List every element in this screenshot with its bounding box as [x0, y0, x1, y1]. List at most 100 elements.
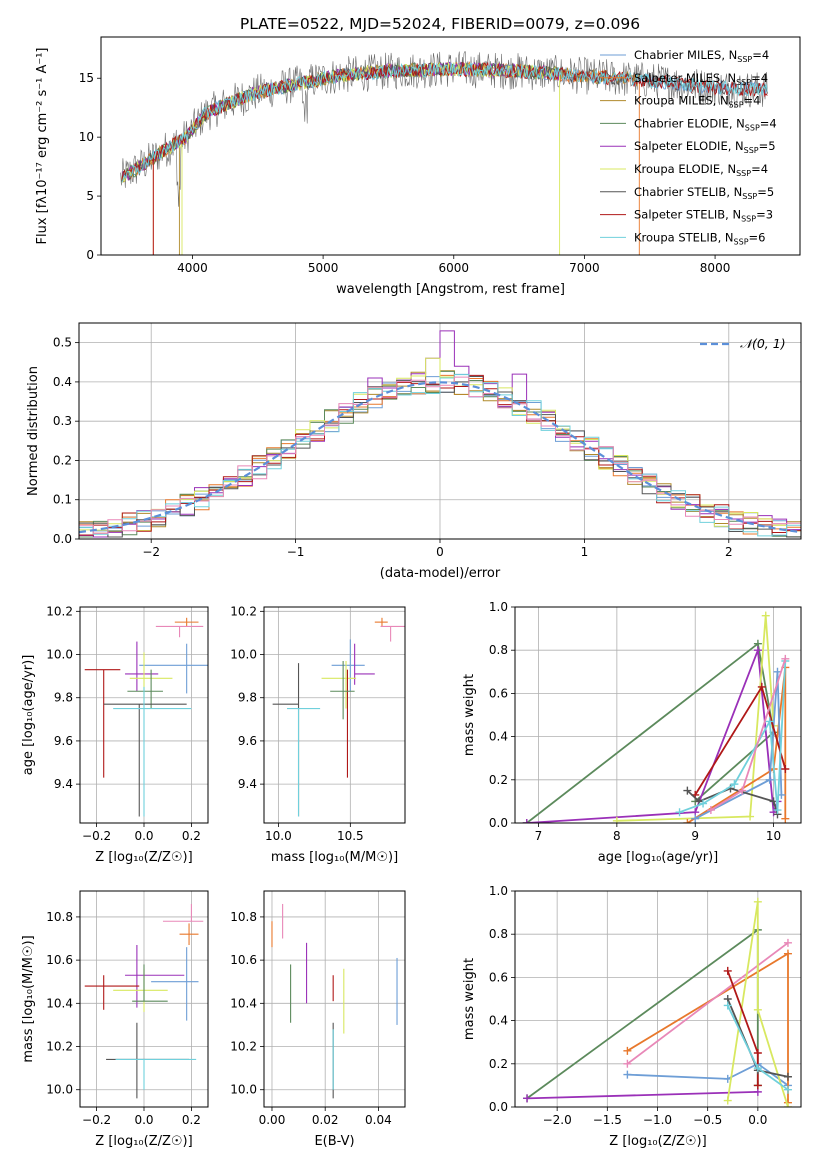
- y-tick-label: 0.0: [489, 1100, 508, 1114]
- model-spectrum-kroupa-miles: [121, 61, 640, 255]
- normal-curve: [79, 381, 801, 534]
- x-tick-label: 0.2: [182, 1113, 201, 1127]
- y-tick-label: 9.8: [238, 691, 257, 705]
- weight-marker: [623, 1046, 632, 1055]
- x-axis-label: Z [log₁₀(Z/Z☉)]: [95, 850, 192, 865]
- weight-marker: [753, 1064, 762, 1073]
- x-tick-label: 0.2: [182, 829, 201, 843]
- x-tick-label: −0.2: [82, 829, 111, 843]
- weight-marker: [783, 1103, 792, 1107]
- y-tick-label: 0.0: [53, 532, 72, 546]
- legend-entry: Kroupa MILES, NSSP=4: [634, 94, 760, 110]
- axes-frame: [514, 890, 802, 1108]
- y-tick-label: 10.8: [46, 910, 73, 924]
- legend-sub: SSP: [741, 215, 756, 224]
- y-tick-label: 10.2: [230, 1040, 257, 1054]
- weight-marker: [783, 949, 792, 958]
- x-tick-label: −2: [142, 545, 160, 559]
- y-tick-label: 0.6: [489, 686, 508, 700]
- y-tick-label: 1.0: [489, 600, 508, 614]
- y-tick-label: 0.3: [53, 414, 72, 428]
- y-tick-label: 10.0: [46, 1083, 73, 1097]
- model-spectrum-kroupa-stelib: [121, 62, 768, 183]
- model-spectrum-salpeter-stelib: [121, 61, 768, 255]
- legend-suffix: =6: [749, 230, 766, 244]
- y-tick-label: 9.6: [238, 734, 257, 748]
- y-tick-label: 10.2: [46, 1040, 73, 1054]
- x-tick-label: −1.5: [593, 1113, 622, 1127]
- weight-marker: [783, 1085, 792, 1094]
- weight-marker: [623, 1070, 632, 1079]
- x-tick-label: 0.00: [259, 1113, 286, 1127]
- y-tick-label: 5: [86, 189, 94, 203]
- legend-entry: Salpeter STELIB, NSSP=3: [634, 208, 773, 224]
- x-tick-label: 0.04: [365, 1113, 392, 1127]
- weight-marker: [522, 819, 531, 823]
- legend-entry: Kroupa ELODIE, NSSP=4: [634, 162, 768, 178]
- legend-suffix: =5: [757, 185, 774, 199]
- y-tick-label: 10.2: [46, 604, 73, 618]
- y-axis-label: Flux [fλ10⁻¹⁷ erg cm⁻² s⁻¹ A⁻¹]: [35, 48, 50, 245]
- x-tick-label: 8: [613, 829, 621, 843]
- y-tick-label: 10.0: [230, 648, 257, 662]
- x-tick-label: 8000: [700, 261, 731, 275]
- panel-5: 7 8 9 10 0.0 0.2 0.4 0.6 0.8 1.0 age [log₁₀(age/yr…: [462, 600, 802, 865]
- weight-marker: [753, 1081, 762, 1090]
- x-tick-label: 0.0: [748, 1113, 767, 1127]
- weight-marker: [730, 780, 739, 789]
- y-axis-label: mass [log₁₀(M/M☉)]: [21, 935, 36, 1062]
- x-axis-label: age [log₁₀(age/yr)]: [598, 850, 719, 865]
- error-bar-chabrier-miles: [331, 639, 365, 692]
- error-bar-chabrier-elodie: [132, 964, 168, 1002]
- weight-line-chabrier-elodie: [526, 642, 775, 823]
- weight-marker: [781, 654, 790, 663]
- weight-marker: [612, 816, 621, 823]
- x-tick-label: 10.0: [265, 829, 292, 843]
- y-tick-label: 10.0: [230, 1083, 257, 1097]
- y-tick-label: 15: [79, 71, 94, 85]
- error-bar-chabrier-miles: [151, 947, 199, 1021]
- x-tick-label: −1.0: [643, 1113, 672, 1127]
- x-tick-label: 6000: [438, 261, 469, 275]
- panel-8: −2.0 −1.5 −1.0 −0.5 0.0 0.0 0.2 0.4 0.6 0.8 1.0 Z […: [462, 884, 802, 1149]
- y-tick-label: 10.8: [230, 910, 257, 924]
- weight-marker: [746, 812, 755, 821]
- y-tick-label: 0.4: [489, 730, 508, 744]
- x-tick-label: 9: [691, 829, 699, 843]
- legend-sub: SSP: [737, 55, 752, 64]
- legend-sub: SSP: [745, 123, 760, 132]
- error-bar-chabrier-miles: [139, 643, 208, 694]
- y-tick-label: 0.2: [53, 453, 72, 467]
- x-tick-label: −0.2: [82, 1113, 111, 1127]
- weight-lines: [523, 897, 792, 1107]
- histograms: [79, 330, 801, 538]
- weight-marker: [765, 775, 774, 784]
- weight-marker: [761, 611, 770, 620]
- error-bar-salpeter-miles: [174, 617, 199, 627]
- x-tick-label: 5000: [308, 261, 339, 275]
- weight-line-kroupa-elodie: [726, 901, 789, 1107]
- x-tick-label: 1: [581, 545, 589, 559]
- y-axis-label: mass weight: [462, 674, 477, 756]
- axes-frame: [78, 322, 802, 540]
- x-axis-label: (data-model)/error: [380, 566, 501, 581]
- x-tick-label: −1: [287, 545, 305, 559]
- legend-prefix: Chabrier STELIB, N: [634, 185, 742, 199]
- y-tick-label: 10.0: [46, 648, 73, 662]
- legend-sub: SSP: [729, 101, 744, 110]
- y-tick-label: 10.2: [230, 604, 257, 618]
- axes-frame: [79, 890, 209, 1108]
- legend-prefix: Salpeter MILES, N: [634, 71, 736, 85]
- weight-marker: [781, 814, 790, 823]
- weight-marker: [523, 1094, 532, 1103]
- error-bar-extra: [155, 625, 204, 638]
- axes-frame: [263, 890, 406, 1108]
- weight-marker: [757, 682, 766, 691]
- weight-marker: [723, 1001, 732, 1010]
- legend-entry: Salpeter ELODIE, NSSP=5: [634, 139, 776, 155]
- legend-suffix: =3: [756, 208, 773, 222]
- model-spectrum-salpeter-miles: [121, 61, 640, 255]
- weight-marker: [753, 897, 762, 906]
- legend-suffix: =4: [752, 48, 769, 62]
